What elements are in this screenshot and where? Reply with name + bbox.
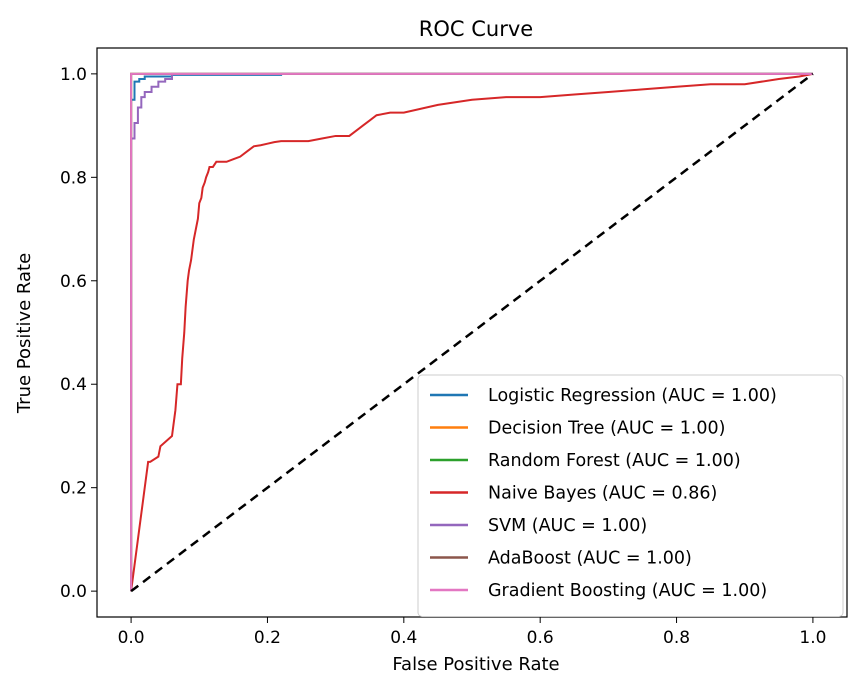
y-tick-label: 0.6	[60, 272, 87, 292]
legend-label: Decision Tree (AUC = 1.00)	[488, 419, 726, 439]
legend-label: Random Forest (AUC = 1.00)	[488, 451, 741, 471]
x-tick-label: 1.0	[799, 628, 826, 648]
reference-diagonal-line	[130, 72, 814, 593]
chart-title: ROC Curve	[419, 17, 533, 41]
x-tick-label: 0.4	[390, 628, 417, 648]
legend-label: AdaBoost (AUC = 1.00)	[488, 549, 692, 569]
y-tick-label: 0.8	[60, 168, 87, 188]
x-axis-label: False Positive Rate	[392, 654, 559, 675]
series-layer	[130, 72, 814, 592]
x-tick-label: 0.0	[118, 628, 145, 648]
y-tick-label: 0.2	[60, 479, 87, 499]
legend-label: Gradient Boosting (AUC = 1.00)	[488, 581, 767, 601]
legend-label: Logistic Regression (AUC = 1.00)	[488, 386, 777, 406]
plot-area	[130, 72, 814, 593]
legend-label: SVM (AUC = 1.00)	[488, 516, 647, 536]
series-line-gradient-boosting	[130, 72, 813, 592]
series-line-svm	[130, 72, 813, 592]
y-tick-label: 1.0	[60, 65, 87, 85]
legend-label: Naive Bayes (AUC = 0.86)	[488, 484, 717, 504]
legend-box	[417, 374, 844, 617]
y-tick-label: 0.0	[60, 582, 87, 602]
y-tick-label: 0.4	[60, 375, 87, 395]
y-axis-label: True Positive Rate	[14, 253, 35, 414]
legend: Logistic Regression (AUC = 1.00) Decision…	[417, 374, 844, 617]
x-tick-label: 0.8	[663, 628, 690, 648]
x-axis-ticks: 0.0 0.2 0.4 0.6 0.8 1.0	[118, 617, 826, 648]
x-tick-label: 0.2	[254, 628, 281, 648]
y-axis-ticks: 0.0 0.2 0.4 0.6 0.8 1.0	[60, 65, 97, 602]
series-line-logistic-regression	[130, 72, 813, 592]
x-tick-label: 0.6	[527, 628, 554, 648]
series-line-naive-bayes	[130, 72, 814, 592]
